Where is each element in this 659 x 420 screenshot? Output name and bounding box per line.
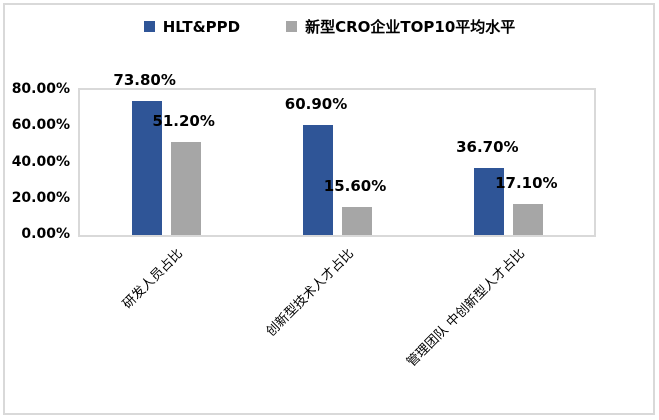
y-axis-tick-label: 40.00% <box>11 153 70 170</box>
data-label: 73.80% <box>113 71 176 90</box>
y-axis-tick-label: 0.00% <box>21 226 70 242</box>
x-axis-category-label: 创新型技术人才占比 <box>263 246 357 340</box>
legend-item-hlt-ppd: HLT&PPD <box>143 17 241 36</box>
legend-label: HLT&PPD <box>162 17 241 36</box>
bar-hlt-ppd <box>131 101 162 235</box>
data-label: 36.70% <box>456 138 519 157</box>
data-label: 51.20% <box>152 112 215 131</box>
data-label: 15.60% <box>323 176 387 195</box>
data-label: 17.10% <box>495 174 558 192</box>
bar-cro-top10 <box>342 206 372 235</box>
plot-area <box>78 88 596 237</box>
x-axis-category-label: 管理团队 中创新型人才占比 <box>404 246 529 371</box>
bar-hlt-ppd <box>474 168 505 235</box>
legend-label: 新型CRO企业TOP10平均水平 <box>305 18 516 36</box>
y-axis-tick-label: 60.00% <box>11 117 70 134</box>
x-axis-category-label: 研发人员占比 <box>119 246 186 313</box>
legend-swatch-blue <box>143 21 155 32</box>
legend-item-cro-top10: 新型CRO企业TOP10平均水平 <box>286 16 515 37</box>
bar-cro-top10 <box>513 204 544 235</box>
y-axis-tick-label: 80.00% <box>11 81 70 97</box>
data-label: 60.90% <box>284 94 348 113</box>
y-axis-tick-label: 20.00% <box>11 189 70 206</box>
bar-hlt-ppd <box>303 124 333 235</box>
chart-legend: HLT&PPD 新型CRO企业TOP10平均水平 <box>0 16 659 37</box>
bar-cro-top10 <box>170 142 201 235</box>
legend-swatch-gray <box>286 21 298 32</box>
